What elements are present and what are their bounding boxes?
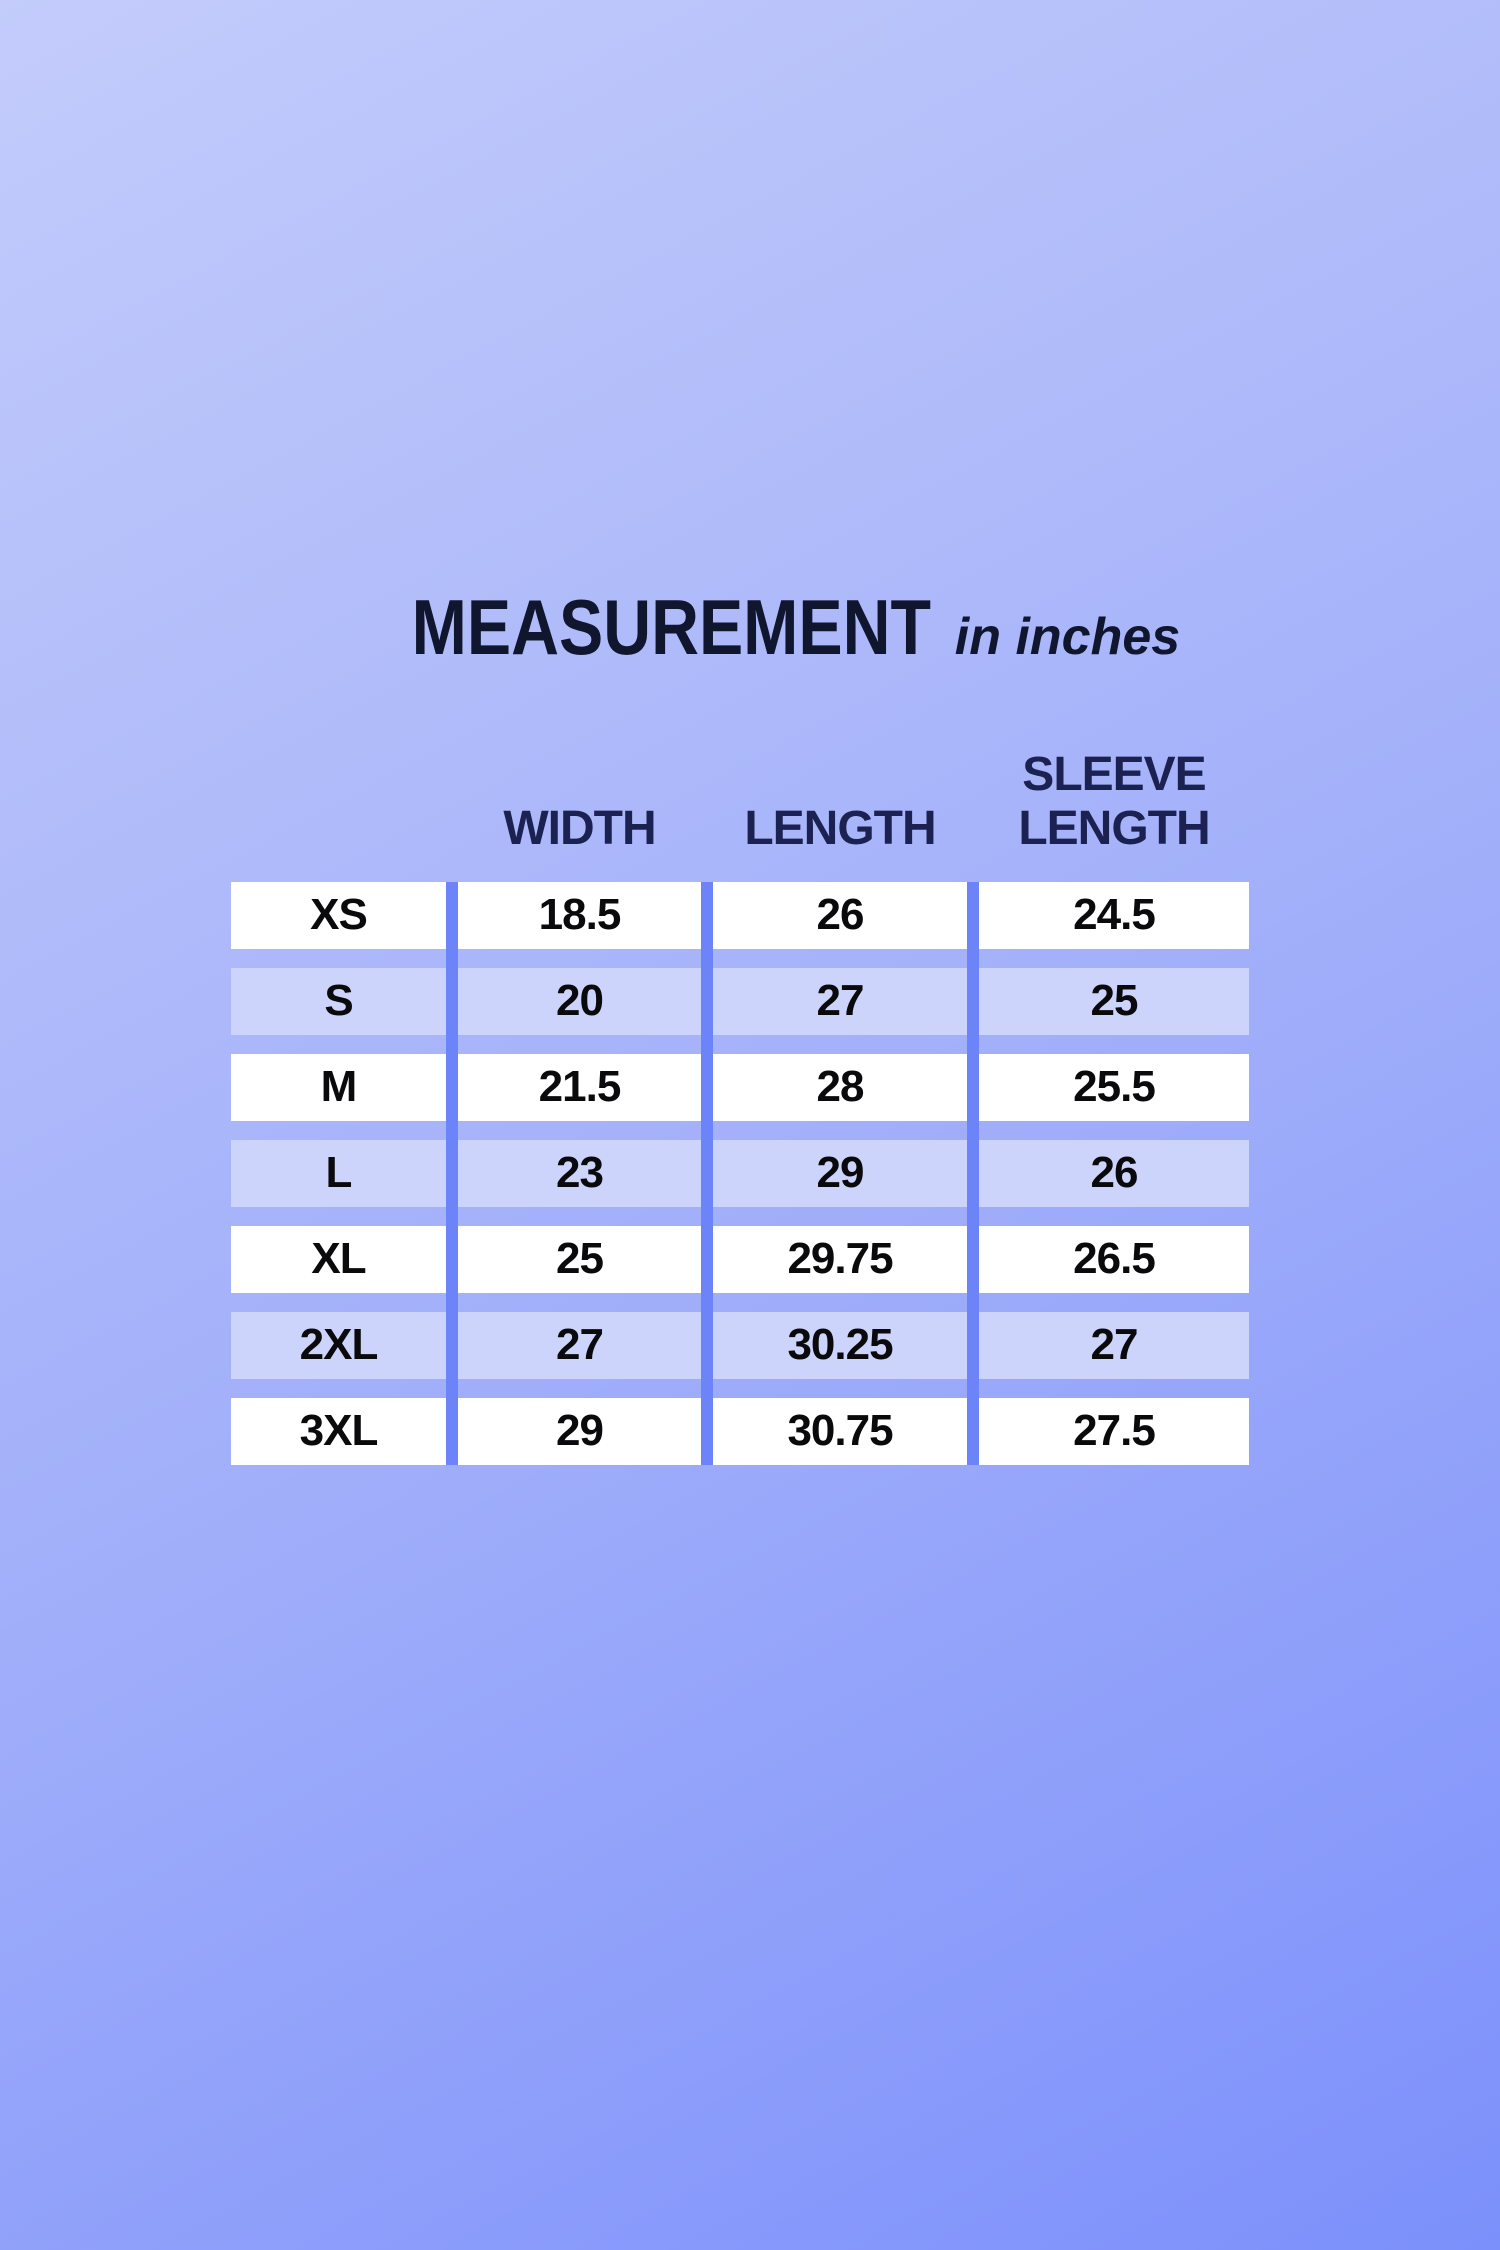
width-cell: 29 (458, 1397, 701, 1465)
size-cell: 3XL (231, 1397, 446, 1465)
sleeve-length-cell: 27.5 (979, 1397, 1249, 1465)
column-header-length-label: LENGTH (744, 801, 936, 855)
width-cell: 25 (458, 1225, 701, 1293)
width-cell: 23 (458, 1139, 701, 1207)
table-body: XS 18.5 26 24.5 S 20 27 25 M 21.5 28 25.… (231, 881, 1249, 1465)
size-cell: XS (231, 881, 446, 949)
column-header-width: WIDTH (458, 802, 701, 856)
column-header-sleeve-line2: LENGTH (1018, 801, 1210, 855)
size-cell: L (231, 1139, 446, 1207)
column-header-sleeve-length: SLEEVE LENGTH (979, 748, 1249, 856)
table-row-s: S 20 27 25 (231, 967, 1249, 1035)
sleeve-length-cell: 26 (979, 1139, 1249, 1207)
sleeve-length-cell: 26.5 (979, 1225, 1249, 1293)
length-cell: 29.75 (713, 1225, 967, 1293)
width-cell: 27 (458, 1311, 701, 1379)
length-cell: 30.25 (713, 1311, 967, 1379)
length-cell: 30.75 (713, 1397, 967, 1465)
size-cell: S (231, 967, 446, 1035)
table-row-2xl: 2XL 27 30.25 27 (231, 1311, 1249, 1379)
table-row-xs: XS 18.5 26 24.5 (231, 881, 1249, 949)
column-header-width-label: WIDTH (503, 801, 656, 855)
chart-title-text: MEASUREMENT (411, 583, 931, 671)
table-row-3xl: 3XL 29 30.75 27.5 (231, 1397, 1249, 1465)
width-cell: 21.5 (458, 1053, 701, 1121)
length-cell: 27 (713, 967, 967, 1035)
measurement-table: WIDTH LENGTH SLEEVE LENGTH XS 18.5 26 24… (231, 748, 1249, 1465)
length-cell: 28 (713, 1053, 967, 1121)
table-row-m: M 21.5 28 25.5 (231, 1053, 1249, 1121)
sleeve-length-cell: 24.5 (979, 881, 1249, 949)
length-cell: 26 (713, 881, 967, 949)
length-cell: 29 (713, 1139, 967, 1207)
sleeve-length-cell: 25 (979, 967, 1249, 1035)
sleeve-length-cell: 25.5 (979, 1053, 1249, 1121)
size-cell: 2XL (231, 1311, 446, 1379)
column-header-length: LENGTH (713, 802, 967, 856)
sleeve-length-cell: 27 (979, 1311, 1249, 1379)
chart-title-unit: in inches (954, 608, 1181, 666)
size-cell: XL (231, 1225, 446, 1293)
table-row-xl: XL 25 29.75 26.5 (231, 1225, 1249, 1293)
column-header-sleeve-line1: SLEEVE (1022, 748, 1206, 801)
table-row-l: L 23 29 26 (231, 1139, 1249, 1207)
table-header-row: WIDTH LENGTH SLEEVE LENGTH (231, 748, 1249, 856)
width-cell: 20 (458, 967, 701, 1035)
chart-title: MEASUREMENT in inches (0, 588, 1500, 666)
size-cell: M (231, 1053, 446, 1121)
width-cell: 18.5 (458, 881, 701, 949)
